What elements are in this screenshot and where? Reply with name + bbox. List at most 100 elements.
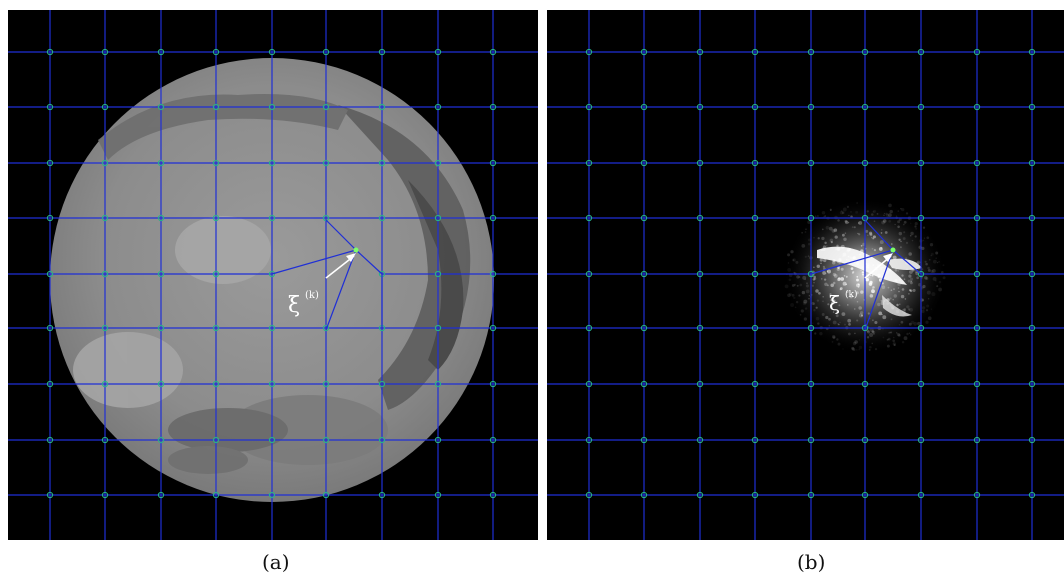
speckle-dot: [925, 309, 929, 312]
speckle-dot: [808, 298, 810, 300]
speckle-dot: [856, 319, 859, 322]
control-point: [640, 324, 648, 332]
control-point: [807, 270, 815, 278]
caption-a: (a): [262, 550, 290, 574]
speckle-dot: [911, 239, 914, 242]
speckle-dot: [886, 214, 890, 218]
image-panel-b: ξ (k): [547, 10, 1064, 540]
control-point: [1028, 324, 1036, 332]
speckle-dot: [873, 333, 875, 335]
speckle-dot: [793, 271, 795, 274]
speckle-dot: [861, 271, 865, 274]
control-point: [322, 436, 330, 444]
speckle-dot: [921, 268, 924, 271]
speckle-dot: [815, 306, 818, 309]
xi-superscript: (k): [845, 289, 857, 300]
control-point: [585, 436, 593, 444]
speckle-dot: [821, 278, 823, 280]
speckle-dot: [847, 221, 850, 224]
control-point: [489, 214, 497, 222]
speckle-dot: [788, 278, 792, 282]
speckle-dot: [832, 295, 835, 298]
speckle-dot: [832, 311, 835, 313]
control-point: [322, 48, 330, 56]
speckle-dot: [886, 338, 889, 341]
speckle-dot: [805, 284, 809, 288]
speckle-dot: [837, 323, 839, 325]
speckle-dot: [854, 340, 858, 344]
speckle-dot: [868, 276, 870, 278]
speckle-dot: [787, 293, 791, 298]
speckle-dot: [890, 331, 893, 334]
speckle-dot: [840, 267, 844, 271]
control-point: [640, 103, 648, 111]
speckle-dot: [890, 318, 893, 321]
speckle-dot: [794, 306, 797, 309]
speckle-dot: [904, 298, 907, 300]
speckle-dot: [833, 228, 838, 233]
control-point: [157, 270, 165, 278]
control-point: [640, 436, 648, 444]
ct-grid-figure: ξ (k): [8, 10, 538, 540]
speckle-dot: [902, 237, 906, 240]
control-point: [696, 324, 704, 332]
control-point: [917, 103, 925, 111]
speckle-dot: [878, 247, 883, 251]
speckle-dot: [834, 228, 838, 232]
control-point: [973, 214, 981, 222]
speckle-dot: [902, 223, 905, 226]
control-point: [157, 159, 165, 167]
control-point: [268, 103, 276, 111]
control-point: [585, 214, 593, 222]
control-point: [46, 324, 54, 332]
speckle-dot: [887, 337, 891, 341]
control-point: [268, 48, 276, 56]
speckle-dot: [845, 283, 847, 286]
speckle-dot: [859, 311, 864, 315]
speckle-dot: [865, 341, 868, 343]
speckle-dot: [826, 284, 829, 287]
control-point: [585, 324, 593, 332]
speckle-dot: [909, 270, 913, 274]
speckle-dot: [908, 322, 912, 326]
anatomy-shapes: [73, 94, 471, 474]
speckle-dot: [843, 275, 846, 277]
speckle-dot: [932, 276, 937, 281]
speckle-dot: [824, 241, 827, 245]
control-point: [640, 48, 648, 56]
speckle-dot: [871, 213, 874, 216]
speckle-dot: [883, 214, 885, 217]
control-point: [212, 103, 220, 111]
speckle-dot: [836, 338, 839, 341]
speckle-dot: [874, 348, 878, 351]
control-point: [585, 48, 593, 56]
speckle-dot: [825, 272, 827, 275]
control-point: [917, 48, 925, 56]
speckle-dot: [862, 273, 864, 276]
speckle-dot: [813, 236, 815, 239]
speckle-dot: [931, 292, 936, 297]
control-point: [917, 159, 925, 167]
speckle-dot: [858, 220, 863, 225]
speckle-dot: [893, 336, 895, 339]
speckle-dot: [823, 278, 827, 281]
speckle-dot: [804, 278, 806, 281]
control-point: [973, 159, 981, 167]
control-point: [489, 380, 497, 388]
speckle-dot: [880, 232, 883, 234]
speckle-dot: [801, 290, 806, 295]
speckle-dot: [795, 300, 799, 304]
speckle-dot: [930, 254, 932, 257]
speckle-dot: [922, 284, 926, 289]
speckle-dot: [830, 283, 834, 288]
speckle-dot: [798, 276, 801, 279]
speckle-dot: [900, 320, 904, 324]
speckle-dot: [841, 312, 846, 316]
control-point: [434, 270, 442, 278]
speckle-dot: [903, 336, 908, 341]
control-point: [751, 270, 759, 278]
control-point: [807, 324, 815, 332]
control-point: [212, 436, 220, 444]
speckle-dot: [876, 213, 879, 215]
speckle-dot: [892, 342, 896, 346]
